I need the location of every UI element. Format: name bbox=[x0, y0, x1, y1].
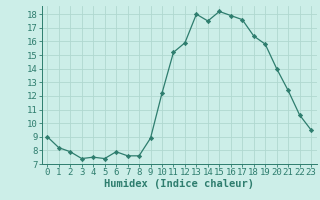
X-axis label: Humidex (Indice chaleur): Humidex (Indice chaleur) bbox=[104, 179, 254, 189]
